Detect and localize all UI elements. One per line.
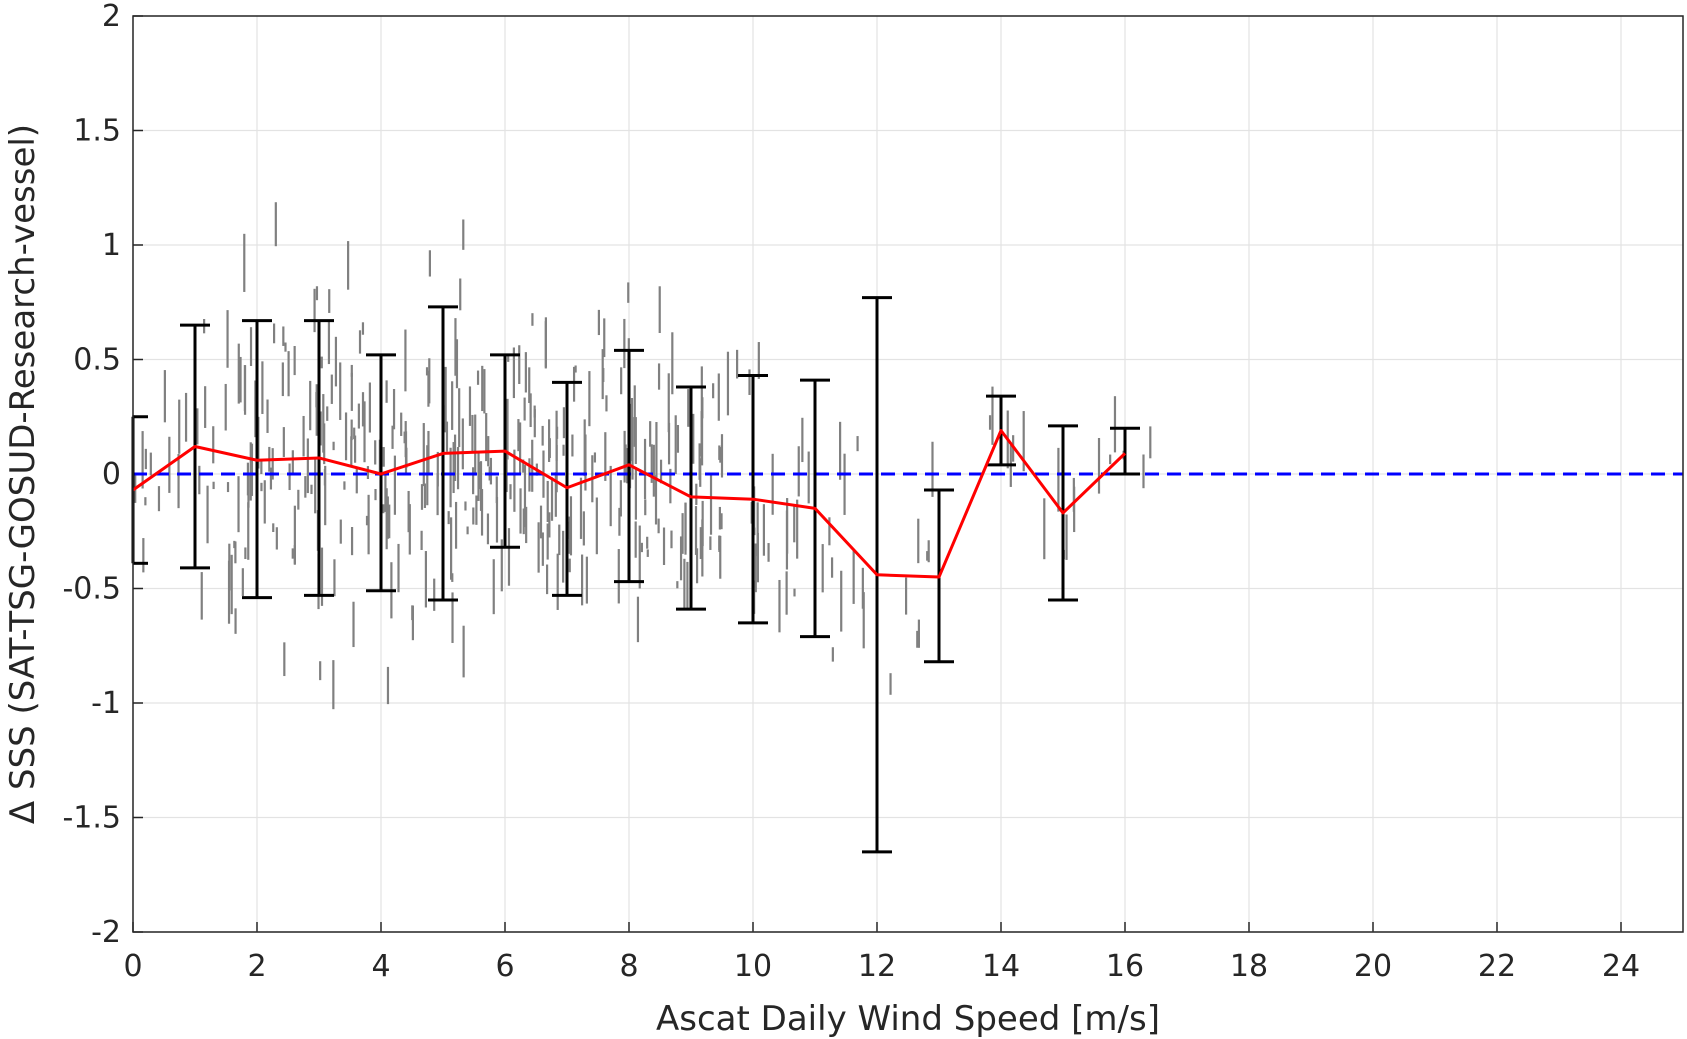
x-tick-label: 6 [495,949,514,984]
x-tick-label: 0 [123,949,142,984]
y-tick-label: 2 [102,0,121,34]
plot-frame [132,15,1684,933]
x-tick-label: 10 [734,949,772,984]
x-tick-labels: 0 2 4 6 8 10 12 14 16 18 20 22 24 [123,949,1640,984]
y-tick-label: 1.5 [73,114,121,149]
x-tick-label: 2 [247,949,266,984]
y-tick-label: 0 [102,457,121,492]
y-tick-label: 0.5 [73,343,121,378]
x-tick-label: 12 [858,949,896,984]
x-tick-label: 22 [1478,949,1516,984]
y-tick-label: -1 [91,686,121,721]
x-axis-label: Ascat Daily Wind Speed [m/s] [656,999,1160,1039]
y-tick-labels: -2 -1.5 -1 -0.5 0 0.5 1 1.5 2 [62,0,121,950]
x-tick-label: 24 [1602,949,1640,984]
x-tick-label: 8 [619,949,638,984]
y-tick-label: -1.5 [62,801,121,836]
y-axis-label: Δ SSS (SAT-TSG-GOSUD-Research-vessel) [3,124,43,824]
mean-line [132,428,1127,579]
y-tick-label: -2 [91,915,121,950]
y-tick-label: 1 [102,228,121,263]
x-tick-label: 16 [1106,949,1144,984]
x-tick-label: 4 [371,949,390,984]
y-tick-label: -0.5 [62,572,121,607]
x-tick-label: 18 [1230,949,1268,984]
x-tick-label: 20 [1354,949,1392,984]
x-tick-label: 14 [982,949,1020,984]
mean-line-path [132,428,1127,579]
